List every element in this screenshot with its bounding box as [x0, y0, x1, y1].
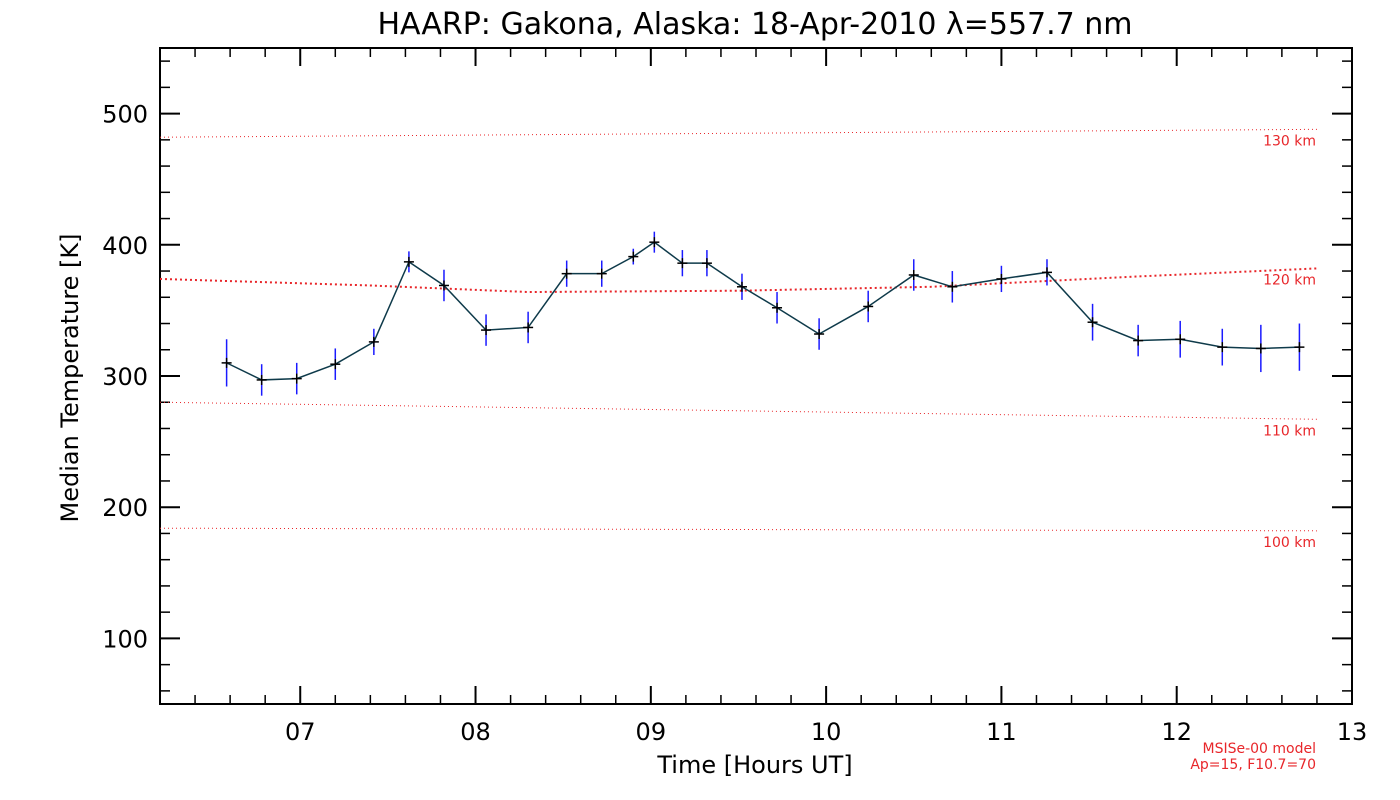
x-tick-label: 12: [1161, 718, 1192, 746]
x-axis-ticks: 07 08 09 10 11 12 13: [285, 48, 1367, 746]
y-tick-label: 100: [102, 625, 148, 653]
plot-frame: [159, 47, 1353, 705]
data-point: [291, 373, 302, 384]
model-note-line-2: Ap=15, F10.7=70: [1190, 757, 1316, 773]
data-point: [1294, 342, 1305, 353]
data-point: [996, 273, 1007, 284]
x-tick-label: 09: [636, 718, 667, 746]
data-point: [628, 251, 639, 262]
data-point: [481, 325, 492, 336]
error-bars: [225, 231, 1301, 396]
data-point: [1087, 317, 1098, 328]
data-point: [1133, 335, 1144, 346]
data-point: [649, 237, 660, 248]
data-point: [368, 336, 379, 347]
y-tick-label: 300: [102, 363, 148, 391]
series-markers: [221, 237, 1305, 385]
data-point: [221, 357, 232, 368]
x-tick-label: 13: [1337, 718, 1368, 746]
data-point: [523, 322, 534, 333]
model-lines: 130 km 120 km 110 km 100 km: [159, 128, 1317, 551]
data-point: [256, 374, 267, 385]
data-point: [772, 302, 783, 313]
model-line: [159, 401, 1317, 420]
model-note-line-1: MSISe-00 model: [1202, 741, 1316, 757]
model-line-label: 130 km: [1263, 133, 1316, 149]
data-point: [1041, 267, 1052, 278]
x-tick-label: 08: [460, 718, 491, 746]
data-point: [438, 280, 449, 291]
data-point: [330, 359, 341, 370]
data-point: [596, 268, 607, 279]
model-line-label: 110 km: [1263, 423, 1316, 439]
y-tick-label: 500: [102, 101, 148, 129]
data-point: [736, 281, 747, 292]
plot-area: 130 km 120 km 110 km 100 km: [159, 47, 1353, 705]
chart-title: HAARP: Gakona, Alaska: 18-Apr-2010 λ=557…: [377, 7, 1132, 42]
data-point: [947, 281, 958, 292]
data-point: [814, 329, 825, 340]
model-line: [159, 527, 1317, 532]
model-line-label: 120 km: [1263, 272, 1316, 288]
data-point: [1175, 334, 1186, 345]
data-point: [677, 258, 688, 269]
data-point: [863, 301, 874, 312]
x-axis-label: Time [Hours UT]: [656, 751, 852, 779]
data-point: [1255, 343, 1266, 354]
data-point: [403, 256, 414, 267]
x-tick-label: 11: [986, 718, 1017, 746]
y-axis-label: Median Temperature [K]: [56, 233, 84, 522]
data-point: [908, 269, 919, 280]
y-tick-label: 200: [102, 494, 148, 522]
x-tick-label: 07: [285, 718, 316, 746]
model-line-label: 100 km: [1263, 535, 1316, 551]
y-tick-label: 400: [102, 232, 148, 260]
model-line: [159, 267, 1317, 294]
data-point: [561, 268, 572, 279]
x-tick-label: 10: [811, 718, 842, 746]
minor-ticks: [159, 48, 1352, 704]
y-axis-ticks: 100 200 300 400 500: [102, 101, 1352, 653]
model-line: [159, 128, 1317, 138]
series-line: [226, 241, 1300, 381]
data-point: [1217, 342, 1228, 353]
data-point: [701, 258, 712, 269]
